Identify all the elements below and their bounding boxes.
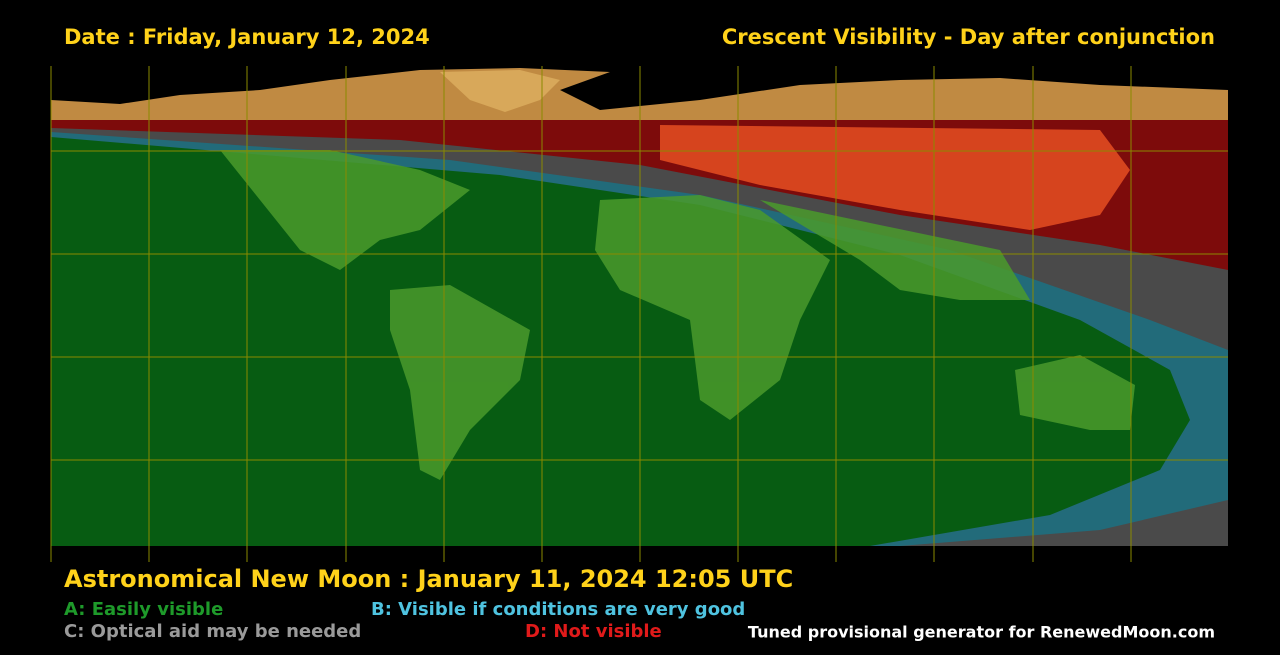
continents (220, 150, 1135, 480)
title: Crescent Visibility - Day after conjunct… (722, 25, 1215, 49)
graticule (50, 66, 1228, 562)
legend-a: A: Easily visible (64, 599, 223, 620)
greenland (440, 70, 560, 112)
date: Date : Friday, January 12, 2024 (64, 25, 430, 49)
legend-c: C: Optical aid may be needed (64, 621, 361, 642)
new-moon: Astronomical New Moon : January 11, 2024… (64, 565, 793, 593)
legend-d: D: Not visible (525, 621, 662, 642)
credit: Tuned provisional generator for RenewedM… (748, 623, 1215, 642)
map (50, 66, 1228, 562)
legend-b: B: Visible if conditions are very good (371, 599, 745, 620)
